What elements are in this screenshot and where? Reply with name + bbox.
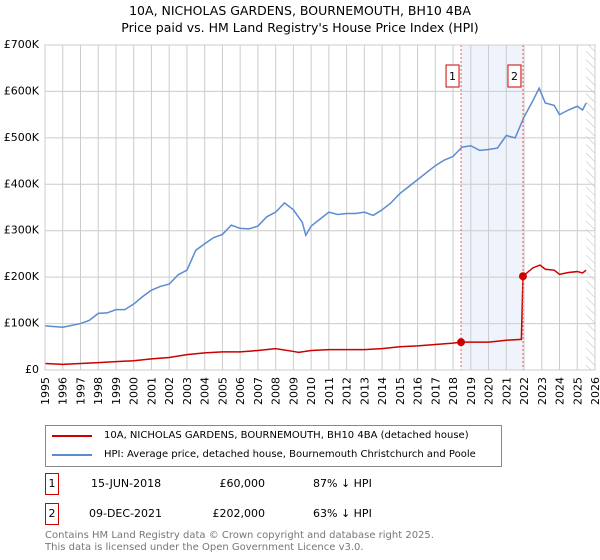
y-tick-label: £600K	[4, 84, 40, 97]
chart-title: 10A, NICHOLAS GARDENS, BOURNEMOUTH, BH10…	[129, 3, 471, 18]
x-tick-label: 2026	[589, 377, 600, 405]
x-tick-label: 1995	[39, 377, 52, 405]
marker-label: 2	[511, 70, 518, 83]
footer-line-2: This data is licensed under the Open Gov…	[45, 542, 364, 553]
x-tick-label: 2025	[571, 377, 584, 405]
x-tick-label: 2014	[376, 377, 389, 405]
y-tick-label: £0	[25, 363, 39, 376]
x-tick-label: 2009	[287, 377, 300, 405]
y-tick-label: £200K	[4, 270, 40, 283]
chart-subtitle: Price paid vs. HM Land Registry's House …	[121, 20, 479, 35]
x-tick-label: 2005	[216, 377, 229, 405]
x-tick-label: 2012	[341, 377, 354, 405]
x-tick-label: 2015	[394, 377, 407, 405]
x-tick-label: 2010	[305, 377, 318, 405]
marker-badge: 2	[45, 503, 59, 525]
forecast-hatch	[586, 45, 595, 370]
x-tick-label: 2003	[181, 377, 194, 405]
transaction-date: 09-DEC-2021	[89, 507, 163, 520]
y-tick-label: £700K	[4, 38, 40, 51]
plot-area: 1995 1996 1997 1998 1999 2000 2001 2002 2003 2004…	[4, 38, 600, 405]
legend-label-hpi: HPI: Average price, detached house, Bour…	[104, 449, 476, 460]
x-tick-label: 2018	[447, 377, 460, 405]
legend-label-property: 10A, NICHOLAS GARDENS, BOURNEMOUTH, BH10…	[104, 430, 469, 441]
transaction-row: 1 15-JUN-2018 £60,000 87% ↓ HPI	[45, 473, 545, 495]
x-tick-label: 2023	[536, 377, 549, 405]
marker-box	[445, 64, 460, 88]
x-tick-label: 2006	[234, 377, 247, 405]
property-price-line	[44, 264, 587, 366]
shaded-period	[461, 45, 523, 370]
x-tick-label: 2013	[358, 377, 371, 405]
x-tick-label: 2007	[252, 377, 265, 405]
hpi-line	[44, 86, 587, 329]
x-tick-label: 2004	[199, 377, 212, 405]
plot-border	[44, 44, 596, 371]
marker-badge: 1	[45, 473, 59, 495]
x-tick-label: 2008	[270, 377, 283, 405]
transaction-hpi: 63% ↓ HPI	[313, 507, 372, 520]
x-tick-label: 2021	[500, 377, 513, 405]
marker-box	[507, 64, 522, 88]
y-tick-label: £100K	[4, 317, 40, 330]
y-tick-label: £400K	[4, 177, 40, 190]
x-tick-label: 1999	[110, 377, 123, 405]
x-tick-label: 2016	[412, 377, 425, 405]
x-tick-label: 2019	[465, 377, 478, 405]
footer: Contains HM Land Registry data © Crown c…	[45, 530, 434, 554]
marker-label: 1	[449, 70, 456, 83]
x-tick-label: 2024	[554, 377, 567, 405]
x-tick-label: 1998	[92, 377, 105, 405]
x-tick-label: 2017	[429, 377, 442, 405]
x-tick-label: 2001	[145, 377, 158, 405]
transaction-price: £202,000	[212, 507, 266, 520]
y-tick-label: £300K	[4, 224, 40, 237]
legend: 10A, NICHOLAS GARDENS, BOURNEMOUTH, BH10…	[45, 425, 502, 467]
x-tick-label: 2002	[163, 377, 176, 405]
transaction-price: £60,000	[219, 477, 266, 490]
x-tick-label: 1996	[57, 377, 70, 405]
transaction-date: 15-JUN-2018	[91, 477, 162, 490]
x-tick-label: 1997	[74, 377, 87, 405]
y-tick-label: £500K	[4, 131, 40, 144]
sale-point	[457, 338, 466, 347]
x-tick-label: 2000	[128, 377, 141, 405]
footer-line-1: Contains HM Land Registry data © Crown c…	[45, 530, 434, 541]
x-tick-label: 2011	[323, 377, 336, 405]
legend-swatch-hpi	[52, 454, 92, 456]
sale-point	[518, 272, 527, 281]
x-tick-label: 2020	[483, 377, 496, 405]
x-tick-label: 2022	[518, 377, 531, 405]
transaction-hpi: 87% ↓ HPI	[313, 477, 372, 490]
legend-swatch-property	[52, 435, 92, 437]
transaction-row: 2 09-DEC-2021 £202,000 63% ↓ HPI	[45, 503, 545, 525]
